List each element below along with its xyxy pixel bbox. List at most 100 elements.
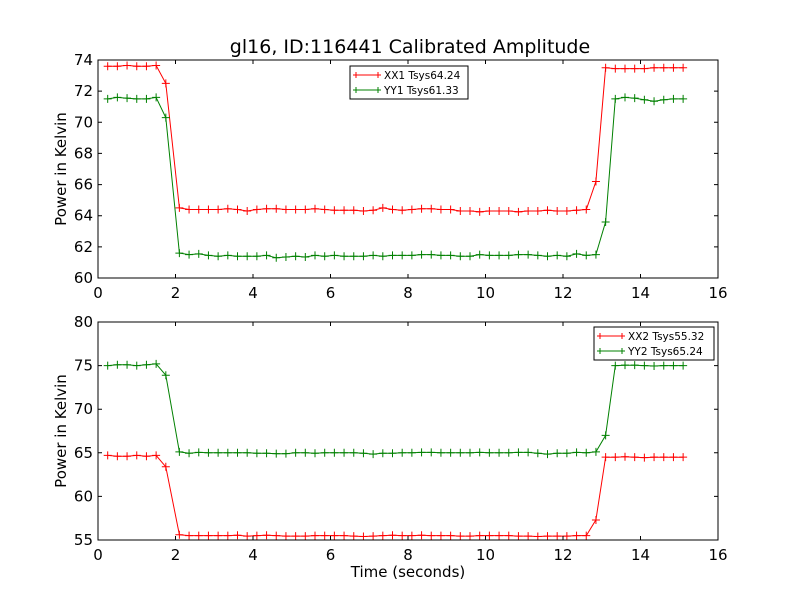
data-point <box>340 448 349 457</box>
data-point <box>103 62 112 71</box>
legend-label: YY1 Tsys61.33 <box>383 85 459 97</box>
data-point <box>524 250 533 259</box>
data-point <box>504 448 513 457</box>
x-tick-label: 6 <box>326 546 336 564</box>
data-point <box>514 448 523 457</box>
data-point <box>475 448 484 457</box>
data-point <box>330 531 339 540</box>
y-tick-label: 65 <box>74 444 93 462</box>
data-point <box>582 205 591 214</box>
data-point <box>591 515 600 524</box>
data-point <box>630 361 639 370</box>
data-point <box>272 449 281 458</box>
series-2 <box>103 359 688 459</box>
data-point <box>142 452 151 461</box>
data-point <box>533 532 542 540</box>
data-point <box>272 253 281 262</box>
data-point <box>650 362 659 371</box>
data-point <box>252 205 261 214</box>
data-point <box>152 61 161 70</box>
data-point <box>495 531 504 540</box>
x-tick-label: 16 <box>708 546 727 564</box>
data-point <box>301 252 310 261</box>
data-point <box>466 207 474 216</box>
data-point <box>359 532 368 540</box>
data-point <box>407 448 416 457</box>
data-point <box>175 249 184 258</box>
data-point <box>204 205 213 214</box>
data-point <box>650 63 659 72</box>
data-point <box>311 449 319 458</box>
data-point <box>123 94 132 103</box>
data-point <box>679 361 688 370</box>
data-point <box>272 531 281 540</box>
data-point <box>223 251 232 260</box>
data-point <box>630 64 639 73</box>
y-tick-label: 70 <box>74 400 93 418</box>
legend-entry: YY2 Tsys65.24 <box>597 346 703 358</box>
y-tick-label: 70 <box>74 113 93 131</box>
data-point <box>417 250 426 259</box>
legend-marker <box>353 87 381 93</box>
data-point <box>142 62 151 71</box>
data-point <box>669 94 678 103</box>
y-axis-label: Power in Kelvin <box>52 374 70 488</box>
data-point <box>223 531 232 540</box>
figure-title: gl16, ID:116441 Calibrated Amplitude <box>230 36 590 58</box>
data-point <box>495 251 504 260</box>
y-tick-label: 60 <box>74 487 93 505</box>
legend-label: YY2 Tsys65.24 <box>627 346 703 358</box>
legend-label: XX1 Tsys64.24 <box>384 70 461 82</box>
data-point <box>466 448 474 457</box>
series-2 <box>103 93 688 262</box>
data-point <box>132 361 141 370</box>
data-point <box>243 532 252 540</box>
data-point <box>214 448 223 457</box>
data-point <box>320 205 329 214</box>
data-point <box>514 532 523 540</box>
data-point <box>349 206 358 215</box>
y-tick-label: 64 <box>74 207 93 225</box>
legend: XX2 Tsys55.32 YY2 Tsys65.24 <box>593 326 715 361</box>
data-point <box>223 204 232 213</box>
data-point <box>262 204 271 213</box>
data-point <box>185 449 194 458</box>
data-point <box>524 448 533 457</box>
data-point <box>659 361 668 370</box>
data-point <box>485 448 494 457</box>
data-point <box>446 531 455 540</box>
data-point <box>582 251 591 260</box>
data-point <box>262 251 271 260</box>
data-point <box>543 252 552 261</box>
y-tick-label: 72 <box>74 82 93 100</box>
data-point <box>194 448 203 457</box>
data-point <box>601 431 610 440</box>
data-point <box>466 532 474 540</box>
data-point <box>349 532 358 540</box>
data-point <box>194 249 203 258</box>
data-point <box>243 252 252 261</box>
data-point <box>456 252 465 261</box>
data-point <box>475 250 484 259</box>
data-point <box>630 453 639 462</box>
data-point <box>161 462 170 471</box>
data-point <box>359 252 368 261</box>
data-point <box>369 532 378 540</box>
x-tick-label: 10 <box>476 546 495 564</box>
data-point <box>669 361 678 370</box>
data-point <box>427 204 436 213</box>
data-point <box>132 451 141 460</box>
data-point <box>446 205 455 214</box>
data-point <box>359 207 368 216</box>
data-point <box>161 79 170 88</box>
x-tick-label: 0 <box>93 284 103 302</box>
data-point <box>466 252 474 261</box>
data-point <box>562 252 571 261</box>
data-point <box>572 531 581 540</box>
data-point <box>185 531 194 540</box>
data-point <box>533 251 542 260</box>
data-point <box>398 448 407 457</box>
data-point <box>142 94 151 103</box>
data-point <box>679 94 688 103</box>
